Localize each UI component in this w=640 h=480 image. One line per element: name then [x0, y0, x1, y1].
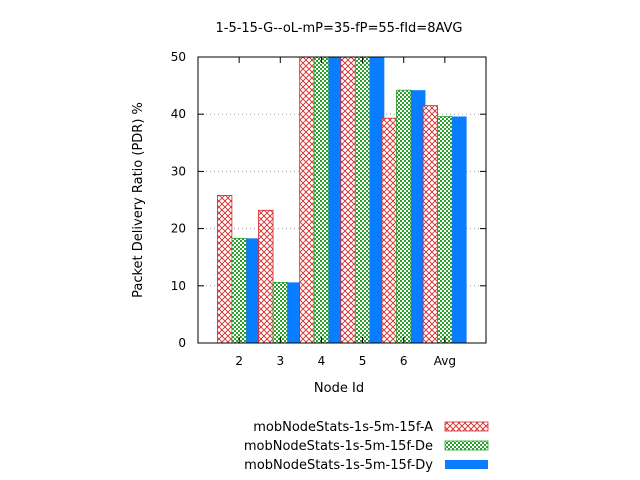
legend: mobNodeStats-1s-5m-15f-A mobNodeStats-1s-… — [244, 420, 489, 473]
plot-frame — [197, 56, 487, 344]
y-tick-label-2: 20 — [171, 222, 186, 236]
bar-2-5 — [354, 56, 371, 344]
legend-label-3: mobNodeStats-1s-5m-15f-Dy — [244, 458, 433, 473]
y-tick-label-4: 40 — [171, 107, 186, 121]
bar-1-4 — [299, 56, 315, 344]
x-ticks: 2 3 4 5 6 Avg — [235, 57, 456, 368]
x-tick-label-avg: Avg — [434, 354, 456, 368]
bar-3-4 — [328, 57, 344, 343]
y-ticks: 0 10 20 30 40 50 — [171, 50, 486, 350]
bar-2-3 — [272, 281, 288, 344]
x-axis-label: Node Id — [314, 381, 364, 396]
bar-1-5 — [340, 56, 356, 344]
bar-2-2 — [231, 237, 247, 344]
y-axis-label: Packet Delivery Ratio (PDR) % — [131, 102, 146, 298]
x-tick-label-2: 2 — [235, 354, 243, 368]
y-tick-label-1: 10 — [171, 279, 186, 293]
axes — [197, 56, 487, 344]
legend-label-1: mobNodeStats-1s-5m-15f-A — [253, 420, 433, 435]
bar-1-6 — [381, 117, 397, 344]
bar-3-6 — [410, 90, 426, 344]
bar-3-3 — [287, 282, 303, 343]
bar-3-avg — [452, 116, 467, 343]
bar-2-6 — [396, 89, 412, 344]
bar-1-2 — [216, 195, 233, 344]
bar-3-5 — [369, 57, 385, 343]
bar-3-2 — [246, 238, 261, 343]
chart-title: 1-5-15-G--oL-mP=35-fP=55-fId=8AVG — [215, 21, 462, 36]
bars-group — [216, 56, 467, 344]
bar-2-avg — [437, 116, 453, 344]
x-tick-label-6: 6 — [400, 354, 408, 368]
y-tick-label-0: 0 — [178, 336, 186, 350]
y-tick-label-5: 50 — [171, 50, 186, 64]
bar-1-3 — [258, 209, 274, 344]
legend-swatch-3 — [445, 460, 488, 469]
bar-1-avg — [422, 105, 439, 344]
x-tick-label-4: 4 — [318, 354, 326, 368]
legend-swatch-2 — [444, 440, 489, 451]
x-tick-label-5: 5 — [359, 354, 367, 368]
legend-swatch-1 — [444, 421, 489, 432]
x-tick-label-3: 3 — [276, 354, 284, 368]
legend-label-2: mobNodeStats-1s-5m-15f-De — [244, 439, 433, 454]
y-tick-label-3: 30 — [171, 164, 186, 178]
bar-2-4 — [313, 56, 330, 344]
